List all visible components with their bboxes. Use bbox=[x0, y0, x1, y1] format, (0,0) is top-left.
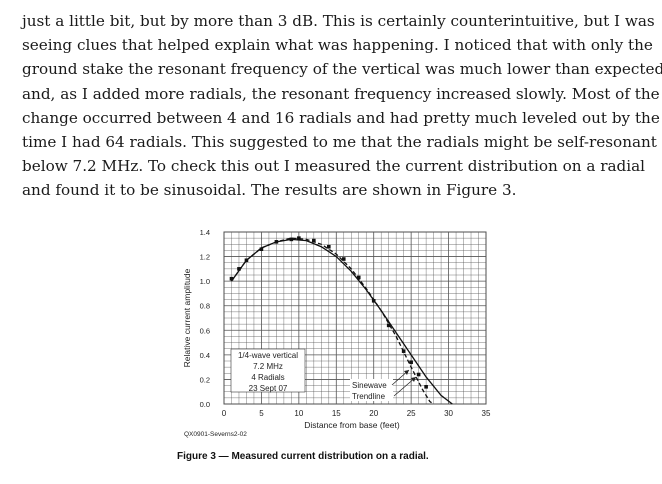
y-tick-label: 0.6 bbox=[200, 326, 210, 335]
figure-credit: QX0901-Severns2-02 bbox=[184, 431, 247, 438]
x-tick-label: 35 bbox=[482, 409, 491, 418]
measured-point bbox=[409, 360, 413, 365]
x-tick-label: 0 bbox=[222, 409, 227, 418]
measured-point bbox=[244, 258, 249, 263]
x-tick-label: 10 bbox=[294, 409, 303, 418]
current-distribution-chart: 0 5 10 15 20 25 30 35 0.0 0.2 0.4 0.6 0.8 1.0 1.2 1.4 1… bbox=[182, 228, 491, 438]
paragraph-line: time I had 64 radials. This suggested to… bbox=[22, 133, 657, 152]
y-tick-label: 1.4 bbox=[200, 228, 210, 237]
article-paragraph: just a little bit, but by more than 3 dB… bbox=[22, 9, 662, 203]
annotation-line: 1/4-wave vertical bbox=[238, 351, 298, 360]
y-axis-label: Relative current amplitude bbox=[182, 268, 192, 367]
sinewave-arrowhead bbox=[404, 370, 409, 375]
measured-point bbox=[416, 372, 421, 377]
trendline-arrowhead bbox=[411, 377, 416, 382]
paragraph-line: below 7.2 MHz. To check this out I measu… bbox=[22, 157, 646, 176]
y-tick-label: 0.4 bbox=[200, 351, 210, 360]
annotation-line: 23 Sept 07 bbox=[249, 384, 288, 393]
x-tick-label: 30 bbox=[444, 409, 453, 418]
y-tick-label: 0.0 bbox=[200, 400, 210, 409]
paragraph-line: and found it to be sinusoidal. The resul… bbox=[22, 181, 517, 200]
sinewave-label: Sinewave bbox=[352, 381, 387, 390]
measured-point bbox=[289, 237, 294, 242]
x-tick-label: 5 bbox=[259, 409, 264, 418]
measured-point bbox=[312, 238, 316, 243]
measured-point bbox=[386, 323, 391, 328]
measured-point bbox=[356, 275, 361, 280]
y-tick-label: 1.2 bbox=[200, 253, 210, 262]
paragraph-line: change occurred between 4 and 16 radials… bbox=[22, 108, 660, 127]
y-tick-label: 1.0 bbox=[200, 277, 210, 286]
y-tick-label: 0.2 bbox=[200, 375, 210, 384]
paragraph-line: ground stake the resonant frequency of t… bbox=[22, 60, 662, 79]
measured-point bbox=[274, 240, 279, 244]
annotation-line: 7.2 MHz bbox=[253, 362, 283, 371]
measured-point bbox=[401, 349, 406, 353]
x-tick-label: 20 bbox=[369, 409, 378, 418]
annotation-box bbox=[230, 348, 306, 393]
figure-3: 0 5 10 15 20 25 30 35 0.0 0.2 0.4 0.6 0.8 1.0 1.2 1.4 1… bbox=[180, 222, 500, 444]
paragraph-line: just a little bit, but by more than 3 dB… bbox=[22, 12, 655, 30]
x-axis-label: Distance from base (feet) bbox=[304, 420, 400, 430]
measured-point bbox=[424, 385, 428, 389]
trendline-label: Trendline bbox=[352, 392, 386, 401]
measured-point bbox=[259, 247, 264, 251]
trendline-line bbox=[230, 237, 434, 405]
measured-point bbox=[229, 276, 234, 281]
annotation-line: 4 Radials bbox=[251, 373, 284, 382]
measured-point bbox=[237, 267, 241, 271]
y-tick-label: 0.8 bbox=[200, 302, 210, 311]
x-tick-label: 15 bbox=[332, 409, 341, 418]
measured-point bbox=[371, 299, 376, 303]
measured-point bbox=[341, 257, 346, 261]
trendline-pointer bbox=[393, 376, 417, 397]
paragraph-line: and, as I added more radials, the resona… bbox=[22, 84, 660, 103]
figure-caption: Figure 3 — Measured current distribution… bbox=[177, 451, 429, 462]
legend-box bbox=[350, 379, 393, 401]
measured-point bbox=[327, 244, 331, 249]
measured-point bbox=[297, 236, 301, 240]
x-tick-label: 25 bbox=[407, 409, 416, 418]
paragraph-line: seeing clues that helped explain what wa… bbox=[22, 36, 653, 55]
